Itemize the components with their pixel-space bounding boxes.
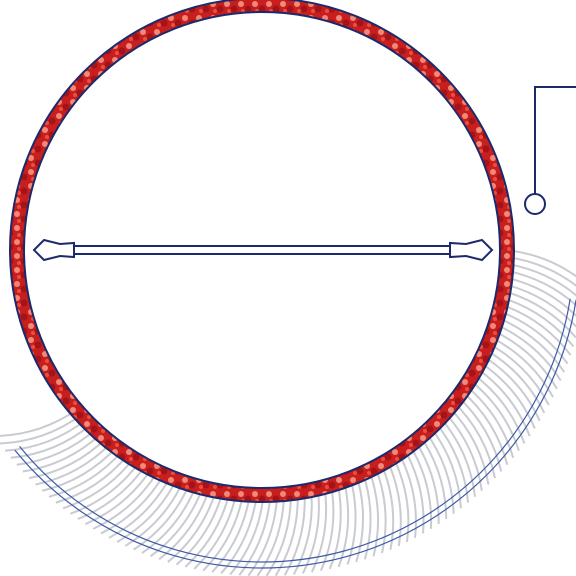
fiber [380, 462, 395, 550]
fibers [0, 249, 576, 576]
fiber [505, 262, 576, 297]
vessel-wall [10, 0, 514, 502]
fiber [0, 413, 83, 445]
fiber [505, 255, 576, 287]
callout-dot [524, 193, 546, 215]
fiber [0, 408, 78, 437]
fiber [319, 483, 335, 572]
outer-outline [9, 0, 515, 503]
inner-outline [23, 11, 501, 489]
callout [524, 86, 576, 215]
fiber [328, 481, 342, 570]
rod-end-right [449, 238, 494, 262]
fiber [403, 447, 425, 534]
outer-band [14, 299, 576, 569]
rod-body [71, 245, 453, 255]
fiber [5, 418, 88, 452]
outer-band [19, 298, 571, 563]
fiber [355, 474, 365, 563]
rod-end-left [32, 238, 75, 262]
fiber [505, 249, 576, 278]
rod [32, 238, 494, 262]
callout-line [534, 86, 576, 195]
